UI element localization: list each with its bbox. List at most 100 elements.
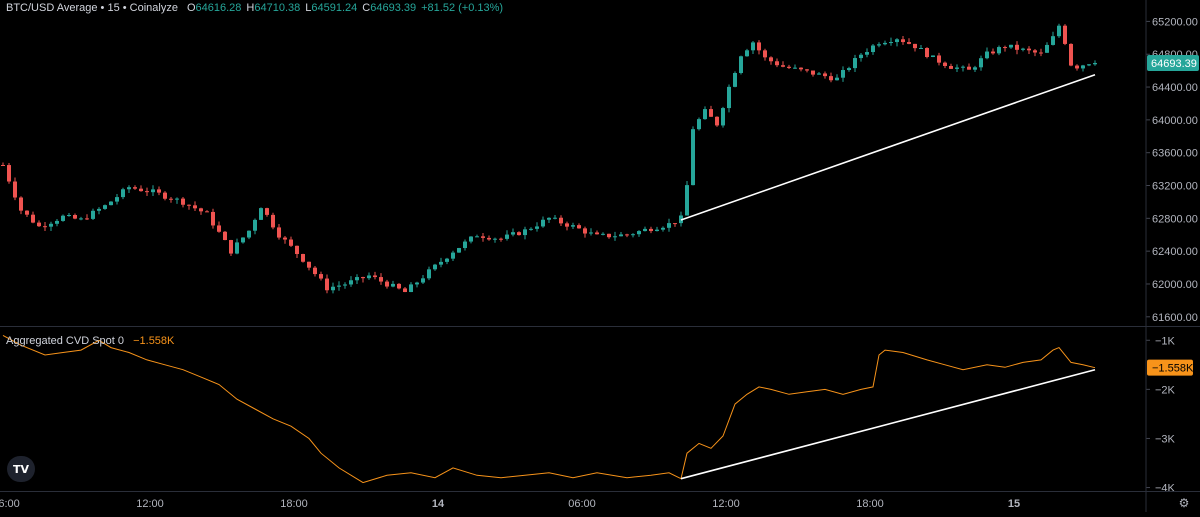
candle-body	[1051, 36, 1055, 45]
candle-body	[901, 39, 905, 43]
candle-body	[1045, 44, 1049, 53]
candle-body	[865, 52, 869, 55]
indicator-value: −1.558K	[133, 335, 175, 347]
candle-body	[307, 261, 311, 268]
candle-body	[997, 47, 1001, 54]
candle-body	[217, 225, 221, 232]
candle-body	[1081, 65, 1085, 69]
candle-body	[421, 278, 425, 283]
price-tick-label: 62400.00	[1152, 246, 1198, 258]
candle-body	[853, 58, 857, 69]
candle-body	[589, 232, 593, 234]
last-cvd-tag	[1147, 359, 1193, 376]
candle-body	[871, 45, 875, 53]
candle-body	[13, 181, 17, 198]
price-tick-label: 65200.00	[1152, 16, 1198, 28]
candle-body	[127, 187, 131, 190]
candle-body	[55, 220, 59, 224]
time-tick-label: 06:00	[0, 498, 20, 510]
candle-body	[289, 239, 293, 246]
main-legend: BTC/USD Average • 15 • Coinalyze O64616.…	[6, 2, 503, 14]
candle-body	[529, 228, 533, 230]
candle-body	[985, 51, 989, 59]
price-tick-label: 62800.00	[1152, 213, 1198, 225]
candle-body	[265, 208, 269, 215]
candle-body	[883, 42, 887, 45]
candle-body	[1009, 44, 1013, 48]
candle-body	[415, 282, 419, 285]
indicator-name[interactable]: Aggregated CVD Spot 0	[6, 335, 125, 347]
candle-body	[91, 210, 95, 219]
candle-body	[937, 55, 941, 63]
candle-body	[943, 62, 947, 66]
candle-body	[193, 205, 197, 209]
candle-body	[241, 237, 245, 243]
candle-body	[427, 269, 431, 279]
candle-body	[553, 217, 557, 219]
last-cvd-label: −1.558K	[1152, 363, 1194, 375]
candle-body	[991, 51, 995, 54]
gear-icon[interactable]: ⚙	[1178, 496, 1190, 510]
candle-body	[139, 188, 143, 192]
price-trendline	[680, 73, 1096, 221]
candle-body	[595, 232, 599, 235]
candle-body	[1015, 44, 1019, 50]
time-tick-label: 18:00	[856, 498, 884, 510]
candle-body	[511, 232, 515, 235]
candle-body	[793, 67, 797, 69]
candle-body	[499, 238, 503, 240]
candle-body	[121, 189, 125, 198]
candle-body	[295, 245, 299, 255]
open-value: O64616.28	[186, 2, 242, 14]
candle-body	[1087, 64, 1091, 66]
candle-body	[751, 42, 755, 51]
candle-body	[97, 208, 101, 211]
candle-body	[877, 44, 881, 46]
candle-body	[835, 77, 839, 81]
candle-body	[73, 214, 77, 219]
candle-body	[451, 252, 455, 259]
candle-body	[379, 277, 383, 282]
candle-body	[823, 73, 827, 77]
candle-body	[787, 66, 791, 68]
candle-body	[391, 283, 395, 287]
candle-body	[577, 225, 581, 229]
candle-body	[709, 109, 713, 117]
candle-body	[109, 201, 113, 206]
candle-body	[433, 264, 437, 270]
candle-body	[457, 248, 461, 253]
cvd-trendline	[680, 368, 1096, 480]
candle-body	[343, 284, 347, 286]
candle-body	[535, 226, 539, 229]
candle-body	[151, 189, 155, 193]
candle-body	[181, 198, 185, 205]
low-value: L64591.24	[305, 2, 358, 14]
last-price-tag	[1147, 54, 1199, 71]
candle-body	[115, 197, 119, 202]
time-tick-label: 15	[1008, 498, 1020, 510]
candle-body	[385, 281, 389, 287]
candle-body	[979, 58, 983, 68]
candle-body	[43, 226, 47, 228]
candle-body	[277, 227, 281, 238]
candle-body	[463, 241, 467, 249]
candle-body	[1039, 52, 1043, 54]
candle-body	[547, 217, 551, 220]
symbol-title[interactable]: BTC/USD Average • 15 • Coinalyze	[6, 2, 178, 14]
indicator-legend: Aggregated CVD Spot 0 −1.558K	[6, 335, 174, 347]
candle-body	[913, 43, 917, 49]
candle-body	[361, 277, 365, 279]
candle-body	[931, 55, 935, 57]
candle-body	[187, 204, 191, 206]
candle-body	[667, 223, 671, 228]
cvd-tick-label: −4K	[1155, 483, 1176, 495]
candle-body	[1003, 47, 1007, 49]
candle-body	[739, 56, 743, 73]
tradingview-logo-icon[interactable]: TV	[7, 456, 35, 482]
candle-body	[721, 108, 725, 126]
candle-body	[697, 119, 701, 130]
cvd-tick-label: −2K	[1155, 384, 1176, 396]
high-value: H64710.38	[246, 2, 301, 14]
